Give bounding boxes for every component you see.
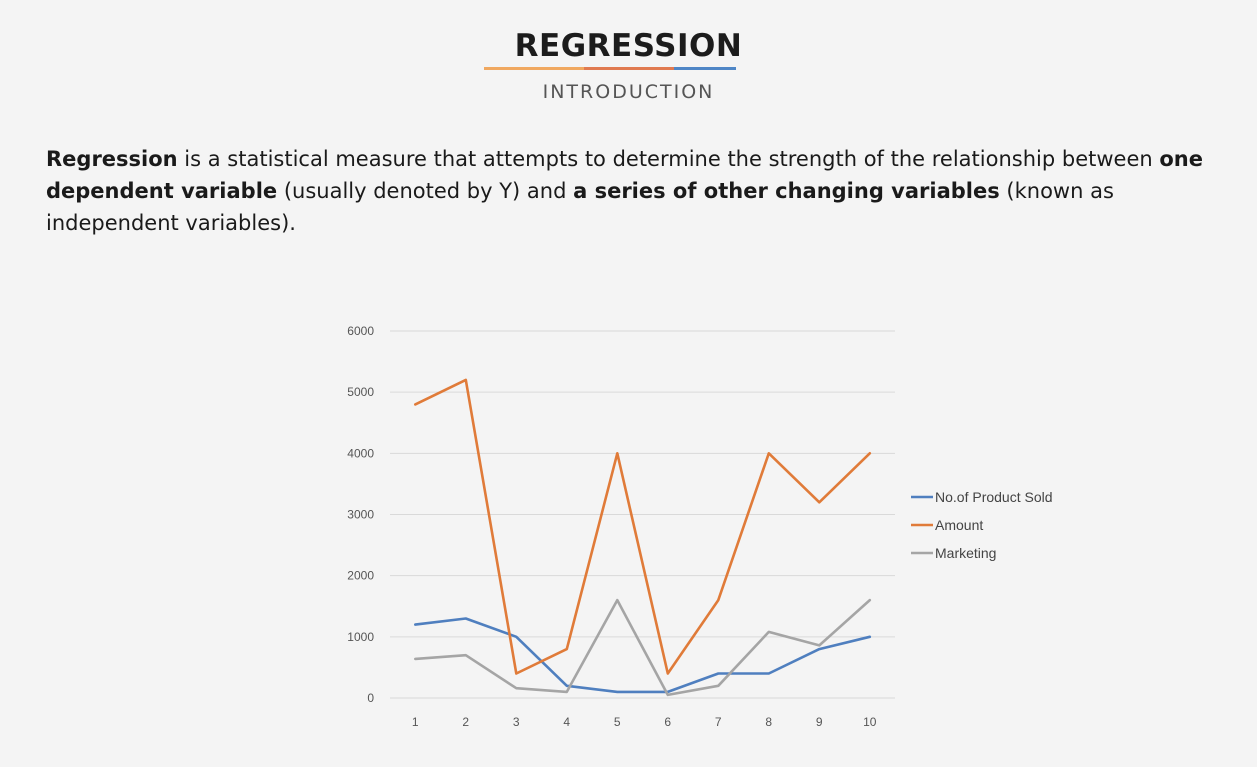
- title-underline: [484, 67, 736, 70]
- y-tick-label-1000: 1000: [347, 630, 374, 644]
- x-tick-label-4: 4: [563, 715, 570, 729]
- term-regression: Regression: [46, 147, 178, 171]
- header: REGRESSION INTRODUCTION: [0, 24, 1257, 103]
- series-line-marketing: [413, 598, 872, 697]
- x-tick-label-2: 2: [462, 715, 469, 729]
- term-dependent-variable: one dependent variable: [46, 147, 1203, 203]
- underline-segment-3: [674, 67, 736, 70]
- legend-label-marketing: Marketing: [935, 545, 996, 561]
- x-tick-label-9: 9: [816, 715, 823, 729]
- y-tick-label-3000: 3000: [347, 508, 374, 522]
- x-tick-label-5: 5: [614, 715, 621, 729]
- series-line-amount: [413, 378, 872, 675]
- term-independent-variables: a series of other changing variables: [573, 179, 1000, 203]
- legend-label-amount: Amount: [935, 517, 983, 533]
- text-segment-1: is a statistical measure that attempts t…: [177, 147, 1160, 171]
- y-tick-label-4000: 4000: [347, 446, 374, 460]
- y-tick-label-0: 0: [367, 691, 374, 705]
- x-tick-label-6: 6: [664, 715, 671, 729]
- x-tick-label-8: 8: [765, 715, 772, 729]
- page-subtitle: INTRODUCTION: [542, 81, 715, 103]
- x-tick-label-10: 10: [863, 715, 877, 729]
- text-segment-2: (usually denoted by Y) and: [277, 179, 574, 203]
- y-tick-label-5000: 5000: [347, 385, 374, 399]
- text-segment-3: (known as independent variables).: [46, 179, 1114, 235]
- x-tick-label-1: 1: [412, 715, 419, 729]
- page-title: REGRESSION: [514, 28, 743, 64]
- intro-paragraph: Regression is a statistical measure that…: [46, 143, 1236, 239]
- underline-segment-2: [584, 67, 674, 70]
- underline-segment-1: [484, 67, 584, 70]
- legend-label-no-of-product-sold: No.of Product Sold: [935, 489, 1053, 505]
- x-tick-label-7: 7: [715, 715, 722, 729]
- y-tick-label-6000: 6000: [347, 324, 374, 338]
- y-tick-label-2000: 2000: [347, 569, 374, 583]
- x-tick-label-3: 3: [513, 715, 520, 729]
- series-line-no-of-product-sold: [413, 617, 872, 694]
